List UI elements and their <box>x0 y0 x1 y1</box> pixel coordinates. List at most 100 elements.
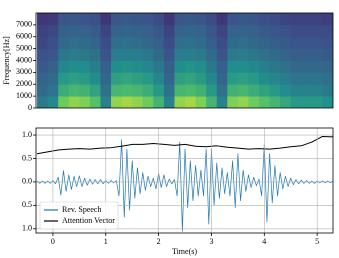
heatmap-cell <box>227 36 239 50</box>
heatmap-cell <box>259 36 270 50</box>
heatmap-cell <box>259 84 270 97</box>
heatmap-cell <box>37 48 49 61</box>
heatmap-cell <box>227 48 239 61</box>
heatmap-cell <box>163 36 175 50</box>
heatmap-cell <box>174 84 186 97</box>
heatmap-cell <box>280 13 292 26</box>
heatmap-cell <box>100 96 112 108</box>
heatmap-cell <box>311 72 323 85</box>
heatmap-cell <box>206 60 218 73</box>
heatmap-cell <box>111 84 123 97</box>
heatmap-cell <box>290 24 302 38</box>
heatmap-cell <box>174 60 186 73</box>
heatmap-cell <box>269 24 281 38</box>
heatmap-cell <box>301 24 313 38</box>
heatmap-cell <box>68 72 80 85</box>
x-tick-label: 3 <box>209 237 213 246</box>
heatmap-cell <box>185 24 196 38</box>
x-tick-label: 4 <box>262 237 266 246</box>
heatmap-cell <box>121 48 133 61</box>
heatmap-cell <box>269 96 281 108</box>
heatmap-cell <box>68 96 80 108</box>
heatmap-cell <box>132 24 144 38</box>
heatmap-cell <box>237 24 249 38</box>
heatmap-cell <box>142 24 154 38</box>
heatmap-cell <box>37 36 49 50</box>
heatmap-cell <box>237 48 249 61</box>
heatmap-cell <box>216 48 228 61</box>
heatmap-cell <box>58 96 70 108</box>
heatmap-cell <box>195 72 207 85</box>
heatmap-cell <box>248 24 260 38</box>
heatmap-cell <box>100 24 112 38</box>
heatmap-cell <box>301 36 313 50</box>
series-line <box>36 139 333 232</box>
heatmap-cell <box>290 36 302 50</box>
heatmap-cell <box>280 96 292 108</box>
heatmap-cell <box>216 96 228 108</box>
heatmap-cell <box>259 13 270 26</box>
heatmap-cell <box>280 72 292 85</box>
heatmap-cell <box>280 36 292 50</box>
heatmap-cell <box>301 96 313 108</box>
heatmap-cell <box>301 72 313 85</box>
heatmap-cell <box>174 72 186 85</box>
x-tick-label: 0 <box>51 237 55 246</box>
heatmap-cell <box>269 60 281 73</box>
heatmap-cell <box>47 13 59 26</box>
heatmap-cell <box>301 13 313 26</box>
heatmap-cell <box>174 13 186 26</box>
heatmap-cell <box>248 84 260 97</box>
heatmap-cell <box>132 72 144 85</box>
heatmap-cell <box>280 60 292 73</box>
y-tick-label: 0.0 <box>22 177 32 186</box>
heatmap-cell <box>100 48 112 61</box>
y-axis-label: Frequency[Hz] <box>2 36 11 85</box>
heatmap-cell <box>47 24 59 38</box>
heatmap-cell <box>206 24 218 38</box>
heatmap-cell <box>121 96 133 108</box>
heatmap-cell <box>142 96 154 108</box>
heatmap-cell <box>311 84 323 97</box>
heatmap-cell <box>100 84 112 97</box>
heatmap-cell <box>121 24 133 38</box>
x-tick-label: 2 <box>157 237 161 246</box>
heatmap-cell <box>311 13 323 26</box>
heatmap-cell <box>132 36 144 50</box>
plot-area <box>36 135 333 232</box>
heatmap-cell <box>111 13 123 26</box>
heatmap-cell <box>206 36 218 50</box>
heatmap-cell <box>195 36 207 50</box>
heatmap-cell <box>37 24 49 38</box>
heatmap-cell <box>248 60 260 73</box>
heatmap-cell <box>47 96 59 108</box>
heatmap-cell <box>163 60 175 73</box>
heatmap-cell <box>269 36 281 50</box>
heatmap-cell <box>311 48 323 61</box>
heatmap-cell <box>121 84 133 97</box>
y-tick-label: 1.0 <box>22 130 32 139</box>
heatmap-cell <box>58 72 70 85</box>
heatmap-cell <box>111 60 123 73</box>
heatmap-cell <box>142 84 154 97</box>
heatmap-cell <box>153 72 165 85</box>
heatmap-cell <box>111 96 123 108</box>
heatmap-cell <box>248 48 260 61</box>
heatmap-cell <box>216 36 228 50</box>
heatmap-cell <box>248 36 260 50</box>
y-tick-label: 4000 <box>16 55 32 64</box>
heatmap-cell <box>227 72 239 85</box>
heatmap-cell <box>301 84 313 97</box>
heatmap-cell <box>185 48 196 61</box>
heatmap-cell <box>163 24 175 38</box>
heatmap-cell <box>269 13 281 26</box>
heatmap-cell <box>322 48 333 61</box>
legend-label: Rev. Speech <box>62 205 101 214</box>
y-tick-label: 1.0 <box>22 224 32 233</box>
series-line <box>36 135 333 155</box>
heatmap-cell <box>322 13 333 26</box>
heatmap-cell <box>68 48 80 61</box>
heatmap-cell <box>248 13 260 26</box>
heatmap-cell <box>259 72 270 85</box>
